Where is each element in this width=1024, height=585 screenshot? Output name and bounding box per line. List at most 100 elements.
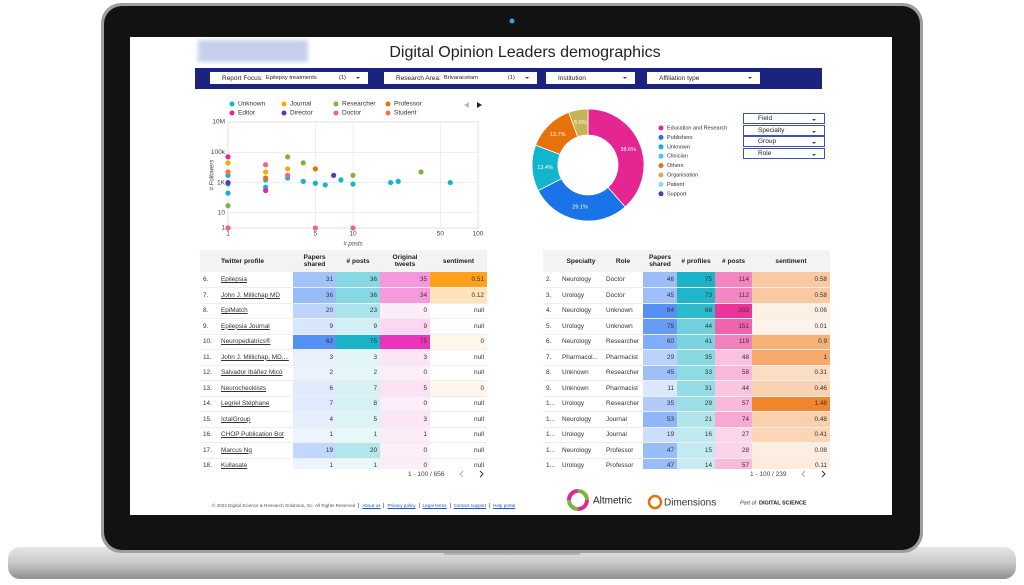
x-tick-label: 100: [473, 231, 484, 238]
text-cell: 17.: [200, 442, 218, 459]
prev-page[interactable]: [801, 470, 806, 478]
y-axis-label: # Followers: [210, 160, 216, 191]
header-cell[interactable]: Original tweets: [380, 250, 430, 272]
table-row: 4. Neurology Unknown 84 68 202 0.06: [543, 303, 830, 319]
numeric-cell: 20: [293, 303, 336, 319]
legend-marker: [385, 110, 391, 116]
legend-label: Patient: [667, 182, 685, 188]
text-cell: Researcher: [603, 365, 643, 381]
text-cell: 9.: [543, 380, 559, 397]
next-arrow[interactable]: [477, 102, 482, 108]
header-cell[interactable]: # posts: [336, 250, 380, 272]
numeric-cell: 6: [293, 380, 336, 397]
numeric-cell: 0: [430, 334, 487, 350]
table-row: 1... Urology Professor 47 14 57 0.11: [543, 458, 830, 469]
text-cell[interactable]: John J. Millichap MD: [218, 287, 293, 304]
footer-link[interactable]: Contact support: [449, 503, 486, 508]
text-cell: Researcher: [603, 334, 643, 350]
text-cell: 2.: [543, 272, 559, 288]
header-cell[interactable]: Specialty: [559, 250, 603, 272]
legend-marker: [658, 144, 664, 150]
text-cell[interactable]: Epilepsia Journal: [218, 318, 293, 335]
filter-dropdown[interactable]: Institution: [546, 72, 635, 84]
x-tick-label: 10: [349, 231, 357, 238]
filter-dropdown[interactable]: Affiliation type: [647, 72, 760, 84]
header-cell[interactable]: # posts: [715, 250, 752, 272]
numeric-cell: 20: [336, 442, 380, 459]
header-cell[interactable]: sentiment: [430, 250, 487, 272]
text-cell[interactable]: Marcus Ng: [218, 442, 293, 459]
filter-label: Institution: [558, 74, 586, 82]
header-cell[interactable]: sentiment: [752, 250, 830, 272]
next-page[interactable]: [479, 470, 484, 478]
text-cell: Unknown: [603, 318, 643, 335]
scatter-point: [300, 178, 306, 184]
text-cell[interactable]: CHOP Publication Bot: [218, 427, 293, 443]
legend-label: Publishers: [667, 135, 693, 141]
side-filter[interactable]: Field: [743, 113, 825, 124]
text-cell[interactable]: EpiMatch: [218, 303, 293, 319]
scatter-point: [312, 225, 318, 231]
numeric-cell: 0.01: [752, 318, 830, 335]
header-cell[interactable]: Papers shared: [293, 250, 336, 272]
slice-label: 29.1%: [572, 205, 588, 211]
numeric-cell: 9: [380, 318, 430, 335]
numeric-cell: 1: [336, 427, 380, 443]
x-tick-label: 5: [314, 231, 318, 238]
table-row: 10. Neuropediatrics® 62 75 75 0: [200, 334, 487, 350]
scatter-point: [225, 154, 231, 160]
y-tick-label: 100k: [211, 149, 226, 156]
filter-dropdown[interactable]: Research Area: Brivaracetam (1): [384, 72, 537, 84]
numeric-cell: 36: [336, 272, 380, 288]
header-cell[interactable]: Twitter profile: [218, 250, 293, 272]
numeric-cell: 0: [380, 396, 430, 412]
table-row: 1... Neurology Journal 53 21 74 0.48: [543, 411, 830, 428]
prev-page[interactable]: [459, 470, 464, 478]
numeric-cell: 7: [336, 380, 380, 397]
legend-marker: [658, 172, 664, 178]
side-filter[interactable]: Role: [743, 147, 825, 159]
pie-slice: [568, 108, 589, 138]
text-cell[interactable]: Legriel Stéphane: [218, 396, 293, 412]
laptop-base: [8, 547, 1016, 579]
text-cell[interactable]: Salvador Ibáñez Micó: [218, 365, 293, 381]
numeric-cell: 27: [715, 427, 752, 443]
header-cell[interactable]: Role: [603, 250, 643, 272]
header-cell[interactable]: # profiles: [677, 250, 715, 272]
numeric-cell: 35: [643, 396, 677, 412]
numeric-cell: 1: [336, 458, 380, 469]
footer-link[interactable]: Legal terms: [418, 503, 447, 508]
text-cell[interactable]: John J. Millichap, MD,...: [218, 349, 293, 366]
text-cell: 12.: [200, 365, 218, 381]
footer-link[interactable]: About us: [358, 503, 380, 508]
text-cell[interactable]: Neuropediatrics®: [218, 334, 293, 350]
numeric-cell: 47: [643, 458, 677, 469]
slice-label: 5.6%: [574, 120, 587, 126]
numeric-cell: 0: [380, 442, 430, 459]
footer-link[interactable]: Privacy policy: [383, 503, 416, 508]
text-cell[interactable]: Neurochecklists: [218, 380, 293, 397]
scatter-point: [225, 225, 231, 231]
numeric-cell: 60: [643, 334, 677, 350]
numeric-cell: 23: [336, 303, 380, 319]
legend-marker: [333, 101, 339, 107]
legend-marker: [385, 101, 391, 107]
text-cell[interactable]: Epilepsia: [218, 272, 293, 288]
legend-marker: [658, 125, 664, 131]
prev-arrow[interactable]: [464, 102, 469, 108]
text-cell[interactable]: Kullasate: [218, 458, 293, 469]
numeric-cell: 57: [715, 458, 752, 469]
text-cell[interactable]: IctalGroup: [218, 411, 293, 428]
table-row: 18. Kullasate 1 1 0 null: [200, 458, 487, 469]
next-page[interactable]: [821, 470, 826, 478]
side-filter[interactable]: Group: [743, 136, 825, 147]
scatter-point: [312, 180, 318, 186]
table-body: 2. Neurology Doctor 46 75 114 0.58 3. Urology Doc…: [543, 272, 830, 469]
footer-link[interactable]: Help portal: [489, 503, 515, 508]
numeric-cell: 1: [293, 427, 336, 443]
header-cell[interactable]: Papers shared: [643, 250, 677, 272]
side-filter[interactable]: Specialty: [743, 124, 825, 136]
filter-value: Epilepsy treatments: [265, 75, 317, 81]
filter-dropdown[interactable]: Report Focus: Epilepsy treatments (1): [210, 72, 368, 84]
